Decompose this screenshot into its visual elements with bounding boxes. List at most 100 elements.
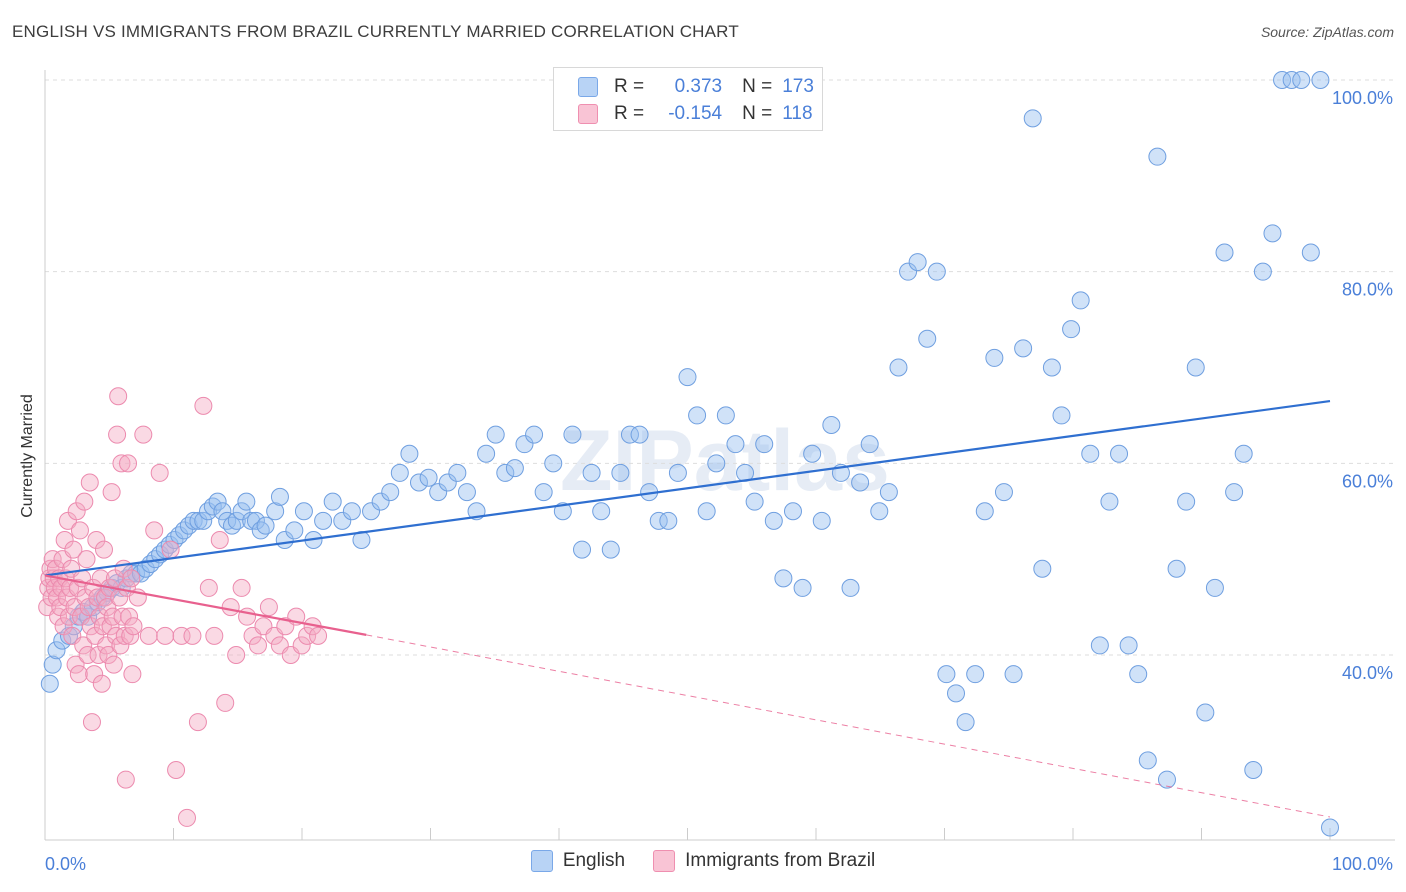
- english-point: [256, 516, 275, 535]
- english-point: [1205, 578, 1224, 597]
- brazil-point: [221, 598, 240, 617]
- english-point: [170, 526, 189, 545]
- brazil-trend-line: [44, 574, 367, 636]
- english-point: [448, 463, 467, 482]
- brazil-point: [111, 636, 130, 655]
- brazil-point: [120, 607, 139, 626]
- english-point: [505, 459, 524, 478]
- brazil-point: [78, 646, 97, 664]
- english-point: [956, 713, 975, 732]
- english-point: [803, 444, 822, 463]
- english-point: [1062, 320, 1081, 339]
- english-point: [1157, 770, 1176, 789]
- english-point: [678, 368, 697, 387]
- brazil-point: [227, 646, 246, 664]
- english-point: [371, 492, 390, 511]
- english-point: [716, 406, 735, 425]
- english-point: [83, 598, 102, 617]
- english-point: [175, 521, 194, 540]
- english-point: [285, 521, 304, 540]
- english-point: [208, 492, 227, 511]
- english-point: [851, 473, 870, 492]
- english-point: [251, 521, 270, 540]
- english-point: [1071, 291, 1090, 310]
- brazil-point: [292, 636, 311, 655]
- english-point: [390, 463, 409, 482]
- english-point: [136, 559, 155, 578]
- stats-row-brazil: R = -0.154 N = 118: [554, 100, 813, 128]
- english-point: [1100, 492, 1119, 511]
- legend-swatch-brazil: [653, 850, 676, 872]
- english-point: [745, 492, 764, 511]
- english-point: [314, 511, 333, 530]
- english-point: [213, 502, 232, 521]
- english-point: [1023, 109, 1042, 128]
- source-label: Source: ZipAtlas.com: [1260, 24, 1394, 40]
- english-point: [184, 511, 203, 530]
- brazil-point: [99, 646, 118, 664]
- english-point: [774, 569, 793, 588]
- brazil-point: [109, 387, 128, 406]
- brazil-point: [150, 463, 169, 482]
- brazil-point: [98, 598, 117, 617]
- brazil-point: [64, 540, 83, 559]
- english-point: [74, 602, 93, 621]
- x-tick-label-min: 0.0%: [45, 854, 86, 874]
- english-point: [1282, 71, 1301, 89]
- brazil-point: [116, 770, 135, 789]
- english-point: [438, 473, 457, 492]
- brazil-point: [194, 396, 213, 415]
- brazil-point: [167, 761, 186, 779]
- english-point: [918, 329, 937, 348]
- legend-label-english: English: [562, 850, 626, 871]
- english-point: [47, 641, 66, 660]
- english-point: [688, 406, 707, 425]
- english-point: [1052, 406, 1071, 425]
- english-point: [697, 502, 716, 521]
- english-point: [1014, 339, 1033, 358]
- english-point: [525, 425, 544, 444]
- legend-item-brazil[interactable]: Immigrants from Brazil: [653, 850, 875, 872]
- brazil-point: [88, 588, 107, 607]
- english-point: [1196, 703, 1215, 722]
- english-point: [294, 502, 313, 521]
- legend-item-english[interactable]: English: [530, 850, 626, 872]
- english-point: [1186, 358, 1205, 377]
- english-point: [908, 253, 927, 272]
- english-point: [889, 358, 908, 377]
- english-point: [611, 463, 630, 482]
- brazil-point: [210, 531, 229, 549]
- english-point: [1215, 243, 1234, 262]
- brazil-swatch: [578, 104, 598, 124]
- english-point: [937, 665, 956, 684]
- brazil-point: [87, 531, 106, 549]
- english-point: [1253, 262, 1272, 281]
- english-point: [237, 492, 256, 511]
- english-point: [165, 531, 184, 549]
- brazil-point: [122, 569, 141, 588]
- legend-swatch-english: [530, 850, 553, 872]
- brazil-point: [232, 578, 251, 597]
- english-point: [822, 416, 841, 434]
- english-point: [1321, 818, 1339, 837]
- brazil-point: [183, 626, 202, 645]
- brazil-point: [205, 626, 224, 645]
- english-point: [1244, 761, 1263, 779]
- english-point: [199, 502, 218, 521]
- english-point: [232, 502, 251, 521]
- english-point: [486, 425, 505, 444]
- english-point: [601, 540, 620, 559]
- brazil-point: [48, 588, 67, 607]
- english-point: [879, 483, 898, 502]
- english-point: [841, 578, 860, 597]
- chart-title: ENGLISH VS IMMIGRANTS FROM BRAZIL CURREN…: [12, 22, 739, 41]
- y-tick-label: 60.0%: [1342, 471, 1393, 491]
- english-point: [496, 463, 515, 482]
- brazil-point: [69, 665, 88, 684]
- english-point: [793, 578, 812, 597]
- english-point: [563, 425, 582, 444]
- brazil-point: [93, 617, 112, 636]
- y-tick-label: 80.0%: [1342, 280, 1393, 300]
- n-value-english: 173: [782, 76, 814, 97]
